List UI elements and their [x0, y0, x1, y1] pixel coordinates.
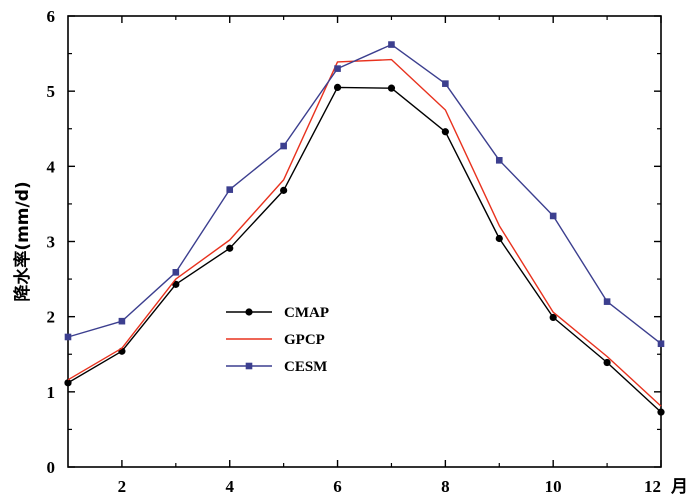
y-tick-label: 0	[47, 458, 56, 477]
data-point-cmap	[441, 128, 449, 136]
data-point-cmap	[64, 379, 72, 387]
x-tick-label: 2	[118, 477, 127, 496]
legend-label-cesm: CESM	[284, 359, 327, 375]
series-group	[64, 41, 665, 416]
data-point-cesm	[549, 212, 557, 220]
y-axis-title: 降水率(mm/d)	[12, 181, 33, 301]
data-point-cesm	[334, 65, 341, 72]
legend-marker-cmap	[245, 308, 253, 316]
data-point-cesm	[495, 157, 503, 164]
data-point-cesm	[226, 186, 234, 193]
x-tick-label: 8	[441, 477, 450, 496]
legend-label-gpcp: GPCP	[284, 332, 325, 348]
data-point-cmap	[657, 408, 665, 416]
data-point-cesm	[118, 317, 126, 325]
data-point-cesm	[172, 269, 180, 276]
data-point-cmap	[387, 84, 396, 92]
series-line-gpcp	[67, 58, 662, 407]
data-point-cmap	[172, 280, 180, 288]
data-point-cmap	[495, 234, 503, 243]
data-point-cmap	[549, 313, 557, 322]
data-point-cesm	[280, 142, 287, 150]
data-point-cmap	[226, 244, 234, 252]
data-point-cesm	[64, 333, 72, 341]
x-tick-label: 6	[333, 477, 342, 496]
series-line-cesm	[67, 43, 662, 345]
x-tick-label: 10	[545, 477, 562, 496]
data-point-cmap	[280, 186, 288, 194]
legend: CMAP GPCP CESM	[226, 305, 329, 375]
data-point-cesm	[657, 340, 665, 348]
y-tick-label: 1	[47, 383, 56, 402]
y-tick-label: 2	[47, 308, 56, 327]
x-tick-label: 12	[644, 477, 661, 496]
y-tick-label: 5	[47, 82, 56, 101]
data-point-cesm	[442, 80, 449, 87]
x-tick-label: 4	[225, 477, 234, 496]
x-axis-title: 月	[670, 477, 688, 497]
legend-label-cmap: CMAP	[284, 305, 329, 321]
plot-frame	[67, 15, 662, 468]
series-line-cmap	[67, 86, 662, 413]
data-point-cmap	[603, 358, 611, 367]
data-point-cmap	[333, 83, 342, 92]
data-point-cesm	[603, 298, 611, 305]
y-tick-label: 4	[47, 157, 56, 176]
y-tick-label: 3	[47, 233, 56, 252]
data-point-cesm	[388, 41, 395, 48]
y-tick-label: 6	[47, 7, 56, 26]
legend-marker-cesm	[245, 362, 253, 370]
